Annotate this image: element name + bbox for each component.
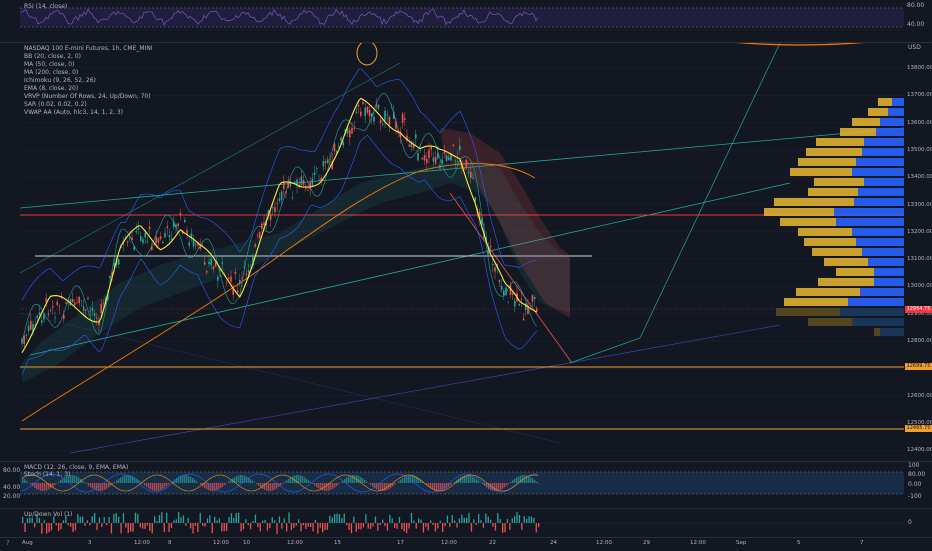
price-chart bbox=[0, 43, 904, 461]
volume-axis[interactable]: 0 bbox=[904, 509, 932, 537]
time-tick: 12:00 bbox=[287, 540, 303, 547]
volume-label[interactable]: Up/Down Vol (1) bbox=[24, 511, 73, 519]
currency-label: USD bbox=[908, 44, 921, 51]
price-pane[interactable]: NASDAQ 100 E-mini Futures, 1h, CME_MINI … bbox=[0, 43, 904, 461]
rsi-plot bbox=[0, 0, 904, 42]
macd-left-tick: 20.00 bbox=[3, 493, 20, 500]
time-tick: 22 bbox=[489, 540, 496, 547]
time-tick: 12:00 bbox=[690, 540, 706, 547]
price-tick: 12600.00 bbox=[907, 393, 932, 400]
volume-tick: 0 bbox=[908, 519, 912, 526]
price-tag-level: 12465.75 bbox=[905, 425, 932, 432]
rsi-pane[interactable]: RSI (14, close) bbox=[0, 0, 904, 42]
rsi-tick: 40.00 bbox=[907, 21, 924, 28]
price-tick: 13800.00 bbox=[907, 65, 932, 72]
rsi-tick: 80.00 bbox=[907, 2, 924, 9]
time-axis[interactable]: ? Aug 3 12:00 8 12:00 10 12:00 15 17 12:00 22 24 12:… bbox=[0, 537, 932, 551]
macd-tick: 100 bbox=[908, 462, 919, 469]
indicator-ma50[interactable]: MA (50, close, 0) bbox=[24, 61, 74, 69]
time-tick: 15 bbox=[334, 540, 341, 547]
time-tick: 3 bbox=[88, 540, 92, 547]
price-tick: 13300.00 bbox=[907, 202, 932, 209]
macd-plot bbox=[0, 462, 904, 508]
time-tick: 5 bbox=[797, 540, 801, 547]
indicator-ema[interactable]: EMA (8, close, 20) bbox=[24, 85, 78, 93]
price-tick: 13700.00 bbox=[907, 92, 932, 99]
time-tick: Sep bbox=[736, 540, 746, 547]
time-tick: 12:00 bbox=[134, 540, 150, 547]
price-tick: 13400.00 bbox=[907, 174, 932, 181]
price-axis[interactable]: USD 13800.00 13700.00 13600.00 13500.00 1340… bbox=[904, 43, 932, 461]
stoch-label[interactable]: Stoch (14, 1, 3) bbox=[24, 471, 70, 479]
price-tag-current: 12954.75 bbox=[905, 306, 932, 313]
settings-icon[interactable]: ? bbox=[6, 539, 10, 547]
time-tick: 12:00 bbox=[441, 540, 457, 547]
time-tick: 7 bbox=[860, 540, 864, 547]
indicator-ma200[interactable]: MA (200, close, 0) bbox=[24, 69, 78, 77]
time-tick: 29 bbox=[643, 540, 650, 547]
time-tick: 8 bbox=[168, 540, 172, 547]
time-tick: 12:00 bbox=[596, 540, 612, 547]
price-tick: 13200.00 bbox=[907, 229, 932, 236]
time-tick: 17 bbox=[397, 540, 404, 547]
indicator-sar[interactable]: SAR (0.02, 0.02, 0.2) bbox=[24, 101, 87, 109]
price-tick: 13000.00 bbox=[907, 283, 932, 290]
time-tick: Aug bbox=[22, 540, 33, 547]
volume-plot bbox=[0, 509, 904, 537]
indicator-vrvp[interactable]: VRVP (Number Of Rows, 24, Up/Down, 70) bbox=[24, 93, 151, 101]
macd-left-tick: 80.00 bbox=[3, 467, 20, 474]
time-tick: 12:00 bbox=[213, 540, 229, 547]
price-tick: 12400.00 bbox=[907, 447, 932, 454]
macd-left-tick: 40.00 bbox=[3, 484, 20, 491]
macd-tick: -100 bbox=[908, 493, 922, 500]
macd-tick: 80.00 bbox=[908, 471, 925, 478]
time-tick: 24 bbox=[550, 540, 557, 547]
macd-axis[interactable]: 100 80.00 0.00 -100 bbox=[904, 462, 932, 508]
price-tick: 13600.00 bbox=[907, 120, 932, 127]
macd-tick: 0.00 bbox=[908, 481, 921, 488]
price-tag-level: 12699.75 bbox=[905, 363, 932, 370]
indicator-vwap[interactable]: VWAP AA (Auto, hlc3, 14, 1, 2, 3) bbox=[24, 109, 123, 117]
indicator-ichimoku[interactable]: Ichimoku (9, 26, 52, 26) bbox=[24, 77, 96, 85]
chart-title[interactable]: NASDAQ 100 E-mini Futures, 1h, CME_MINI bbox=[24, 45, 153, 53]
price-tick: 13500.00 bbox=[907, 147, 932, 154]
price-tick: 13100.00 bbox=[907, 256, 932, 263]
price-tick: 12800.00 bbox=[907, 338, 932, 345]
macd-pane[interactable]: MACD (12, 26, close, 9, EMA, EMA) Stoch … bbox=[0, 462, 904, 508]
indicator-bb[interactable]: BB (20, close, 2, 0) bbox=[24, 53, 81, 61]
rsi-label[interactable]: RSI (14, close) bbox=[24, 3, 67, 11]
time-tick: 10 bbox=[243, 540, 250, 547]
rsi-axis[interactable]: 80.00 40.00 bbox=[904, 0, 932, 42]
volume-pane[interactable]: Up/Down Vol (1) bbox=[0, 509, 904, 537]
